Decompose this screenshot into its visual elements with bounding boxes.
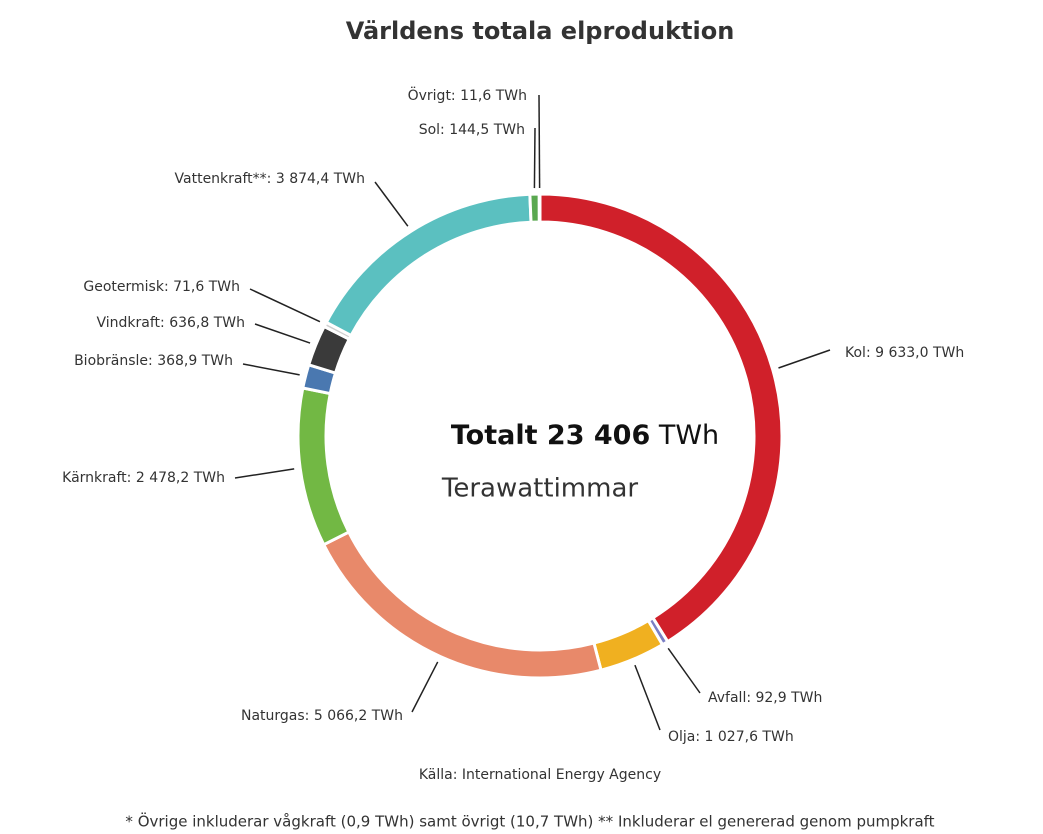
footnote: * Övrige inkluderar vågkraft (0,9 TWh) s… — [125, 812, 934, 831]
data-label: Biobränsle: 368,9 TWh — [74, 353, 233, 369]
source: Källa: International Energy Agency — [419, 767, 661, 783]
data-label: Kol: 9 633,0 TWh — [845, 345, 964, 361]
data-label: Sol: 144,5 TWh — [419, 122, 525, 138]
center-unit: TWh — [658, 420, 719, 451]
data-label: Avfall: 92,9 TWh — [708, 690, 822, 706]
data-label: Vindkraft: 636,8 TWh — [97, 315, 246, 331]
leader-line — [242, 363, 300, 376]
data-label: Geotermisk: 71,6 TWh — [83, 279, 240, 295]
chart-title: Världens totala elproduktion — [346, 17, 735, 45]
data-label: Olja: 1 027,6 TWh — [668, 729, 794, 745]
center-subtitle: Terawattimmar — [441, 474, 638, 504]
donut-segment — [296, 386, 351, 547]
center-text: Totalt 23 406 TWh — [451, 420, 719, 451]
leader-line — [411, 661, 439, 713]
leader-line — [667, 647, 701, 694]
leader-line — [778, 349, 831, 369]
donut-segment — [324, 192, 533, 338]
center-title: Totalt 23 406 — [451, 420, 650, 451]
donut-segment — [592, 618, 665, 673]
donut-segment — [321, 530, 603, 680]
data-label: Vattenkraft**: 3 874,4 TWh — [175, 171, 365, 187]
leader-line — [254, 323, 311, 344]
donut-segment — [538, 192, 784, 644]
data-label: Naturgas: 5 066,2 TWh — [241, 708, 403, 724]
leader-line — [538, 94, 541, 189]
leader-line — [234, 468, 295, 479]
data-label: Övrigt: 11,6 TWh — [408, 86, 527, 104]
leader-line — [634, 664, 661, 731]
data-label: Kärnkraft: 2 478,2 TWh — [62, 470, 225, 486]
leader-line — [374, 181, 409, 227]
donut-segment — [537, 192, 542, 224]
leader-line — [249, 288, 321, 323]
leader-line — [533, 127, 536, 189]
